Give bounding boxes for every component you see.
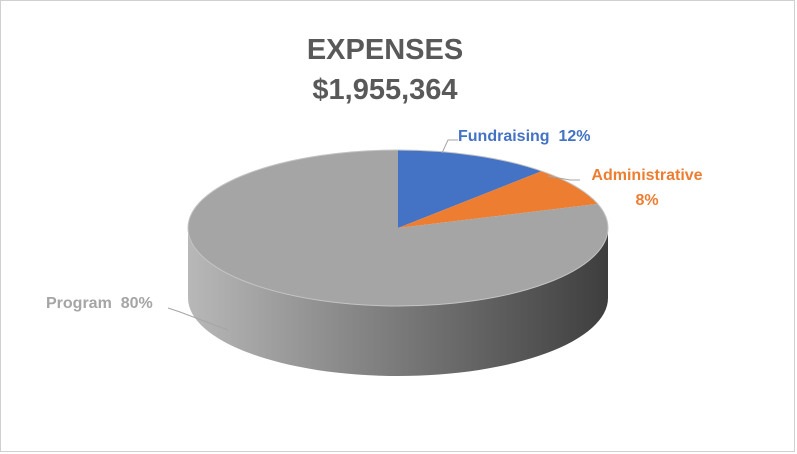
label-fundraising: Fundraising 12% <box>458 128 591 145</box>
leader-fundraising <box>441 139 458 154</box>
slice-administrative <box>398 171 598 228</box>
leader-program <box>167 307 229 331</box>
chart-subtitle: $1,955,364 <box>312 74 458 106</box>
label-administrative-pct: 8% <box>635 192 659 209</box>
slice-fundraising <box>398 150 542 228</box>
pie-side-wall <box>188 228 608 376</box>
slice-program <box>188 150 608 306</box>
chart-title: EXPENSES <box>306 34 464 66</box>
label-administrative: Administrative <box>591 167 703 184</box>
label-program: Program 80% <box>46 295 153 312</box>
pie-rim <box>187 149 609 307</box>
leader-administrative <box>547 175 580 181</box>
